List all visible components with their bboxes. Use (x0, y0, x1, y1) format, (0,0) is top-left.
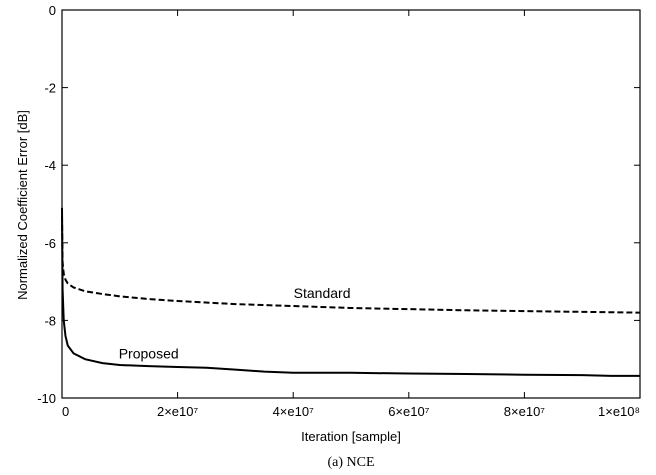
y-tick-label: -4 (44, 158, 56, 173)
annotation-proposed: Proposed (119, 345, 179, 361)
x-tick-label: 2×e10⁷ (157, 404, 199, 419)
annotation-standard: Standard (294, 285, 351, 301)
x-tick-label: 1×e10⁸ (598, 404, 640, 419)
y-tick-label: 0 (49, 3, 56, 18)
x-axis-label: Iteration [sample] (301, 429, 401, 444)
x-tick-label: 8×e10⁷ (504, 404, 546, 419)
figure-caption: (a) NCE (327, 455, 374, 470)
series-line-proposed (61, 207, 640, 377)
plot-area-border (61, 9, 641, 399)
series-lines (61, 207, 641, 377)
plot-frame (61, 9, 641, 399)
y-tick-label: -10 (37, 391, 56, 406)
tick-labels: 0 2×e10⁷ 4×e10⁷ 6×e10⁷ 8×e10⁷ 1×e10⁸ 0 -2 -4 -6 -8… (37, 3, 640, 419)
series-line-standard (61, 215, 641, 314)
x-tick-label: 6×e10⁷ (388, 404, 430, 419)
x-tick-label: 0 (62, 404, 69, 419)
x-tick-label: 4×e10⁷ (273, 404, 315, 419)
y-tick-label: -2 (44, 81, 56, 96)
axis-ticks (61, 9, 641, 399)
y-axis-label: Normalized Coefficient Error [dB] (15, 110, 30, 300)
y-tick-label: -6 (44, 236, 56, 251)
y-tick-label: -8 (44, 313, 56, 328)
